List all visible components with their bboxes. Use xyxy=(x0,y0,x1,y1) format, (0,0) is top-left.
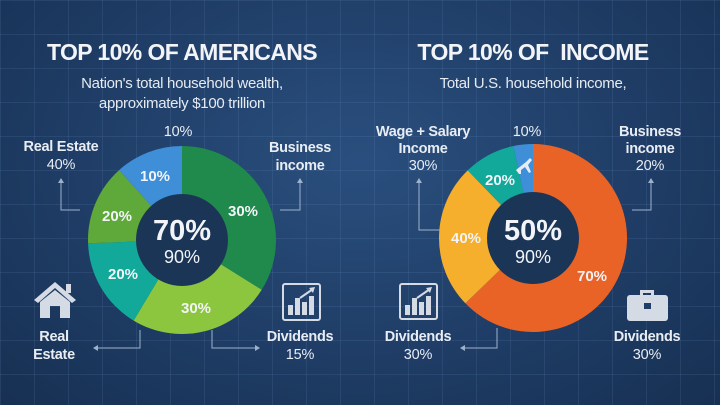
right-business-value: 20% xyxy=(636,158,665,174)
left-slice-label-2: 30% xyxy=(181,300,211,317)
left-title: TOP 10% OF AMERICANS xyxy=(47,39,317,65)
right-dividends-left-value: 30% xyxy=(404,347,433,363)
briefcase-icon xyxy=(627,290,668,321)
left-slice-label-4: 20% xyxy=(102,208,132,225)
right-dividends-right-label: Dividends xyxy=(614,329,681,345)
left-slice-label-5: 10% xyxy=(140,168,170,185)
airplane-icon xyxy=(516,158,532,174)
left-connector-bottom-right xyxy=(211,330,260,351)
left-business-label-1: Business xyxy=(269,140,331,156)
right-center-value: 50% xyxy=(504,215,562,247)
right-connector-business xyxy=(632,178,654,211)
right-donut-center xyxy=(487,192,579,284)
left-center-value: 70% xyxy=(153,215,211,247)
right-wage-label-2: Income xyxy=(399,141,448,157)
left-panel: TOP 10% OF AMERICANS Nation's total hous… xyxy=(24,39,334,363)
left-business-label-2: income xyxy=(276,158,325,174)
right-slice-label-2: 40% xyxy=(451,230,481,247)
left-real-estate-bottom-1: Real xyxy=(39,329,68,345)
right-donut-slice-2 xyxy=(439,170,533,304)
left-real-estate-label: Real Estate xyxy=(24,139,99,155)
left-donut-center xyxy=(136,194,228,286)
right-business-label-2: income xyxy=(626,141,675,157)
left-slice-label-3: 20% xyxy=(108,266,138,283)
right-connector-wage xyxy=(416,178,440,231)
left-connector-business xyxy=(280,178,303,211)
house-icon xyxy=(34,282,76,318)
right-center-sub: 90% xyxy=(515,247,551,267)
left-real-estate-value: 40% xyxy=(47,157,76,173)
right-slice-label-3: 20% xyxy=(485,172,515,189)
right-top-label: 10% xyxy=(513,124,542,140)
left-slice-label-1: 30% xyxy=(228,203,258,220)
left-subtitle-line2: approximately $100 trillion xyxy=(99,95,265,112)
right-wage-label-1: Wage + Salary xyxy=(376,124,471,140)
right-slice-label-1: 70% xyxy=(577,268,607,285)
left-top-label: 10% xyxy=(164,124,193,140)
left-dividends-label: Dividends xyxy=(267,329,334,345)
left-donut-slice-2 xyxy=(133,240,262,334)
right-wage-value: 30% xyxy=(409,158,438,174)
left-connector-bottom-left xyxy=(93,330,141,351)
left-subtitle-line1: Nation's total household wealth, xyxy=(81,75,283,92)
right-subtitle: Total U.S. household income, xyxy=(440,75,627,92)
right-business-label-1: Business xyxy=(619,124,681,140)
right-title: TOP 10% OF INCOME xyxy=(417,39,648,65)
left-dividends-value: 15% xyxy=(286,347,315,363)
right-dividends-right-value: 30% xyxy=(633,347,662,363)
right-dividends-left-label: Dividends xyxy=(385,329,452,345)
left-real-estate-bottom-2: Estate xyxy=(33,347,75,363)
left-connector-real-estate xyxy=(58,178,80,211)
right-connector-bottom xyxy=(460,328,498,351)
right-panel: TOP 10% OF INCOME Total U.S. household i… xyxy=(376,39,682,363)
left-center-sub: 90% xyxy=(164,247,200,267)
bar-chart-icon xyxy=(282,283,321,321)
bar-chart-icon xyxy=(399,283,438,320)
